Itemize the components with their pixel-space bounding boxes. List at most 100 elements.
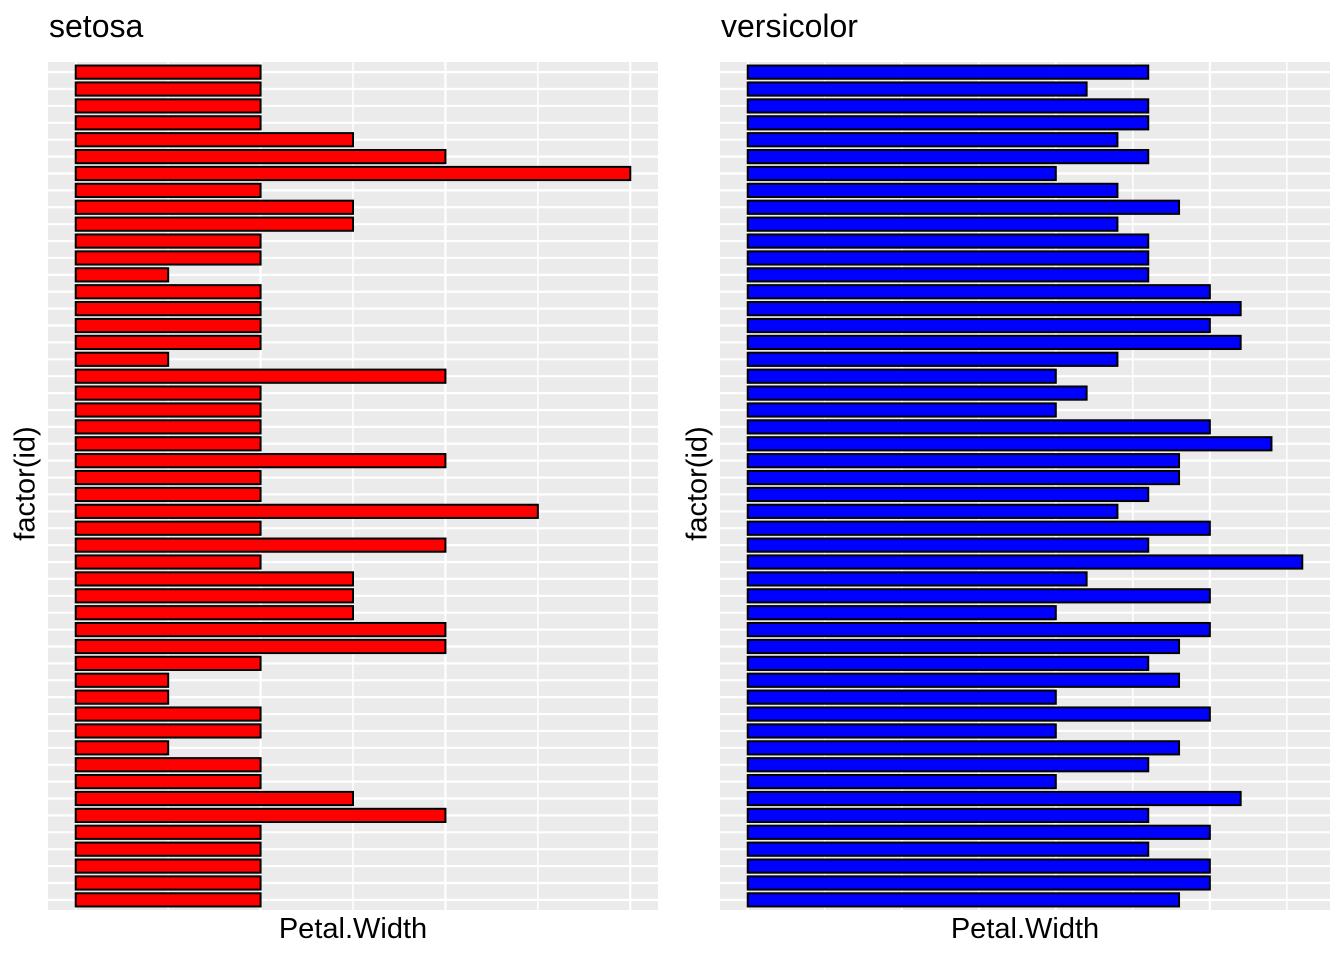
bar	[74, 807, 447, 824]
bar	[746, 655, 1150, 671]
bar	[746, 706, 1211, 722]
x-axis-title-setosa: Petal.Width	[278, 913, 428, 945]
bar	[746, 486, 1150, 503]
bar	[74, 182, 262, 198]
bar	[746, 689, 1057, 705]
bar	[746, 469, 1181, 486]
panel-title-versicolor: versicolor	[721, 8, 858, 44]
bar	[746, 250, 1150, 266]
bar	[74, 875, 262, 891]
bar	[746, 807, 1150, 824]
x-axis-title-versicolor: Petal.Width	[950, 913, 1100, 945]
bar	[74, 537, 447, 553]
bar	[746, 453, 1181, 469]
bar	[746, 841, 1150, 857]
bar	[746, 351, 1119, 367]
bar	[74, 689, 170, 705]
bar	[74, 774, 262, 790]
bar	[746, 132, 1119, 148]
bar	[746, 233, 1150, 249]
bar	[74, 892, 262, 908]
y-axis-title-setosa: factor(id)	[9, 426, 42, 541]
bar	[74, 469, 262, 486]
bar	[74, 402, 262, 418]
y-axis-title-versicolor: factor(id)	[681, 426, 714, 541]
bar	[74, 841, 262, 857]
bar	[746, 419, 1211, 435]
bar	[74, 216, 355, 232]
bar	[74, 64, 262, 80]
bar	[74, 740, 170, 756]
bar	[74, 284, 262, 300]
bar	[74, 148, 447, 165]
bar	[746, 672, 1181, 688]
bar	[746, 402, 1057, 418]
bar	[74, 520, 262, 536]
bar	[746, 81, 1088, 97]
bar	[746, 740, 1181, 756]
bar	[746, 588, 1211, 604]
bar	[746, 554, 1304, 570]
bar	[746, 368, 1057, 384]
bar	[74, 368, 447, 384]
bar	[746, 199, 1181, 215]
bar	[746, 638, 1181, 655]
bar	[746, 115, 1150, 131]
bar	[74, 436, 262, 452]
bar	[746, 267, 1150, 283]
bar	[74, 199, 355, 215]
bar	[74, 503, 539, 519]
bar	[746, 774, 1057, 790]
bar	[74, 588, 355, 604]
bar	[74, 317, 262, 334]
bar	[74, 655, 262, 671]
bar	[746, 64, 1150, 80]
bar	[74, 81, 262, 97]
bar	[74, 723, 262, 739]
bar	[74, 858, 262, 874]
bar	[74, 132, 355, 148]
bar	[746, 182, 1119, 198]
bar	[74, 115, 262, 131]
bar	[746, 148, 1150, 165]
bar	[746, 892, 1181, 908]
bar	[746, 385, 1088, 401]
bar	[746, 317, 1211, 334]
bar	[74, 554, 262, 570]
setosa-bar-panel	[48, 62, 658, 910]
bar	[74, 233, 262, 249]
bar	[746, 605, 1057, 621]
bar	[74, 605, 355, 621]
bar	[746, 621, 1211, 638]
bar	[746, 216, 1119, 232]
bar	[74, 824, 262, 840]
bar	[74, 419, 262, 435]
bar	[746, 723, 1057, 739]
bar	[74, 672, 170, 688]
bar	[74, 250, 262, 266]
bar	[74, 351, 170, 367]
bar	[74, 301, 262, 317]
bar	[746, 824, 1211, 840]
bar	[74, 453, 447, 469]
bar	[74, 638, 447, 655]
bar	[74, 334, 262, 351]
bar	[746, 98, 1150, 114]
bar	[74, 267, 170, 283]
bar	[746, 858, 1211, 874]
bar	[746, 875, 1211, 891]
bar	[74, 621, 447, 638]
bar	[746, 520, 1211, 536]
bar	[746, 334, 1242, 351]
bar	[74, 571, 355, 587]
bar	[746, 284, 1211, 300]
bar	[74, 486, 262, 503]
bar	[746, 571, 1088, 587]
bar	[746, 301, 1242, 317]
bar	[746, 757, 1150, 773]
bar	[746, 790, 1242, 807]
bar	[74, 98, 262, 114]
bar	[74, 706, 262, 722]
versicolor-bar-panel	[720, 62, 1330, 910]
